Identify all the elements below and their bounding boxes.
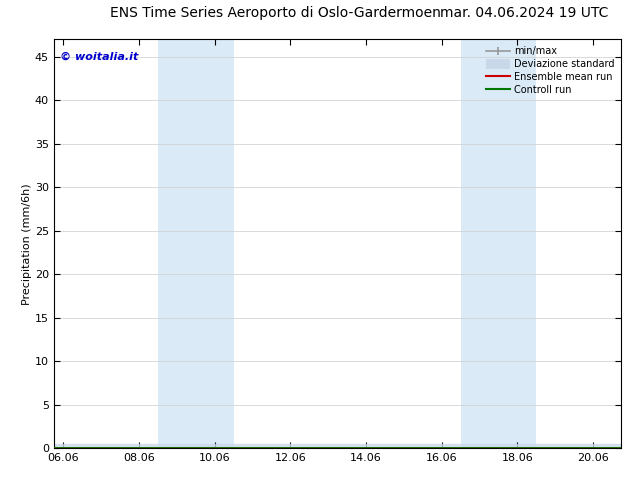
- Bar: [158, 39, 233, 448]
- Text: © woitalia.it: © woitalia.it: [60, 51, 138, 61]
- Text: mar. 04.06.2024 19 UTC: mar. 04.06.2024 19 UTC: [440, 5, 609, 20]
- Text: ENS Time Series Aeroporto di Oslo-Gardermoen: ENS Time Series Aeroporto di Oslo-Garder…: [110, 5, 441, 20]
- Bar: [460, 39, 536, 448]
- Legend: min/max, Deviazione standard, Ensemble mean run, Controll run: min/max, Deviazione standard, Ensemble m…: [484, 44, 616, 97]
- Y-axis label: Precipitation (mm/6h): Precipitation (mm/6h): [22, 183, 32, 305]
